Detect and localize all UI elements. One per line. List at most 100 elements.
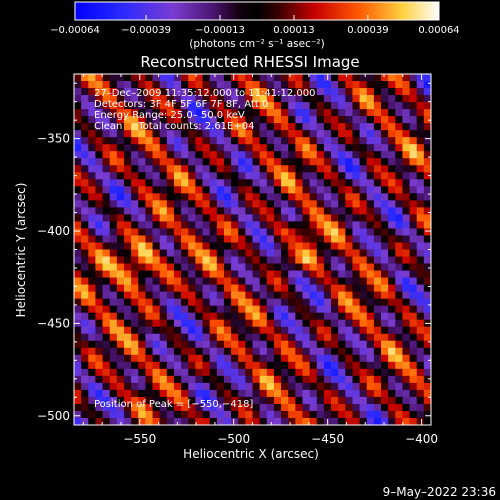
heatmap-cell (109, 277, 118, 286)
heatmap-cell (352, 396, 361, 405)
heatmap-cell (259, 116, 268, 124)
heatmap-cell (216, 263, 225, 272)
heatmap-cell (273, 256, 282, 265)
heatmap-cell (81, 361, 89, 370)
heatmap-cell (252, 277, 261, 286)
heatmap-cell (273, 403, 282, 412)
heatmap-cell (195, 165, 204, 173)
heatmap-cell (109, 130, 118, 138)
heatmap-cell (359, 375, 368, 384)
heatmap-cell (116, 102, 125, 110)
heatmap-cell (309, 298, 318, 307)
heatmap-cell (345, 256, 354, 265)
heatmap-cell (245, 228, 254, 237)
heatmap-cell (345, 298, 354, 307)
heatmap-cell (202, 340, 211, 349)
heatmap-cell (416, 200, 425, 208)
heatmap-cell (95, 137, 104, 145)
heatmap-cell (209, 95, 218, 103)
heatmap-cell (166, 179, 175, 187)
heatmap-cell (173, 116, 182, 124)
heatmap-cell (388, 396, 396, 405)
heatmap-cell (388, 193, 396, 201)
heatmap-cell (359, 137, 368, 145)
heatmap-cell (245, 410, 254, 419)
heatmap-cell (388, 123, 396, 131)
heatmap-cell (159, 284, 168, 293)
heatmap-cell (159, 109, 168, 117)
heatmap-cell (266, 256, 275, 265)
annotation-time-range: 27–Dec–2009 11:35:12.000 to 11:41:12.000 (94, 88, 315, 99)
heatmap-cell (359, 361, 368, 370)
heatmap-cell (209, 158, 218, 166)
heatmap-cell (238, 214, 246, 223)
heatmap-cell (223, 298, 232, 307)
heatmap-cell (352, 284, 361, 293)
heatmap-cell (281, 270, 289, 279)
heatmap-cell (74, 361, 82, 370)
heatmap-cell (138, 186, 146, 194)
heatmap-cell (423, 263, 431, 272)
heatmap-cell (266, 137, 275, 145)
heatmap-cell (416, 179, 425, 187)
heatmap-cell (273, 284, 282, 293)
heatmap-cell (266, 81, 275, 89)
heatmap-cell (209, 347, 218, 356)
heatmap-cell (216, 158, 225, 166)
colorbar-tick-label: −0.00039 (121, 25, 171, 36)
heatmap-cell (216, 298, 225, 307)
heatmap-cell (123, 158, 132, 166)
heatmap-cell (209, 319, 218, 328)
heatmap-cell (381, 116, 389, 124)
heatmap-cell (323, 193, 332, 201)
heatmap-cell (295, 270, 304, 279)
heatmap-cell (166, 207, 175, 215)
heatmap-cell (395, 207, 404, 215)
heatmap-cell (323, 137, 332, 145)
heatmap-cell (302, 368, 311, 377)
heatmap-cell (145, 312, 154, 321)
heatmap-cell (116, 347, 125, 356)
heatmap-cell (123, 340, 132, 349)
heatmap-cell (152, 396, 161, 405)
heatmap-cell (231, 291, 239, 300)
heatmap-cell (409, 88, 418, 96)
heatmap-cell (388, 200, 396, 208)
heatmap-cell (323, 207, 332, 215)
heatmap-cell (131, 326, 139, 335)
heatmap-cell (338, 123, 346, 131)
heatmap-cell (238, 88, 246, 96)
heatmap-cell (216, 200, 225, 208)
heatmap-cell (81, 333, 89, 342)
heatmap-cell (195, 151, 204, 159)
heatmap-cell (95, 298, 104, 307)
heatmap-cell (402, 340, 411, 349)
heatmap-cell (302, 277, 311, 286)
heatmap-cell (316, 417, 325, 425)
heatmap-cell (416, 312, 425, 321)
heatmap-cell (74, 81, 82, 89)
heatmap-cell (131, 172, 139, 180)
heatmap-cell (252, 417, 261, 425)
heatmap-cell (138, 137, 146, 145)
heatmap-cell (288, 81, 296, 89)
heatmap-cell (195, 235, 204, 244)
heatmap-cell (109, 347, 118, 356)
heatmap-cell (395, 81, 404, 89)
heatmap-cell (102, 242, 111, 251)
heatmap-cell (195, 270, 204, 279)
heatmap-cell (238, 410, 246, 419)
heatmap-cell (95, 144, 104, 152)
heatmap-cell (223, 249, 232, 258)
heatmap-cell (409, 235, 418, 244)
heatmap-cell (302, 228, 311, 237)
heatmap-cell (252, 312, 261, 321)
heatmap-cell (381, 368, 389, 377)
heatmap-cell (423, 144, 431, 152)
heatmap-cell (252, 186, 261, 194)
heatmap-cell (409, 368, 418, 377)
heatmap-cell (181, 235, 189, 244)
heatmap-cell (173, 200, 182, 208)
heatmap-cell (273, 312, 282, 321)
heatmap-cell (223, 74, 232, 82)
